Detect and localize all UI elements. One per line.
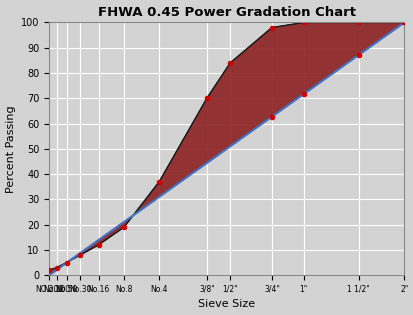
Polygon shape — [49, 22, 404, 275]
X-axis label: Sieve Size: Sieve Size — [198, 300, 255, 309]
Y-axis label: Percent Passing: Percent Passing — [5, 105, 16, 193]
Title: FHWA 0.45 Power Gradation Chart: FHWA 0.45 Power Gradation Chart — [97, 6, 355, 19]
